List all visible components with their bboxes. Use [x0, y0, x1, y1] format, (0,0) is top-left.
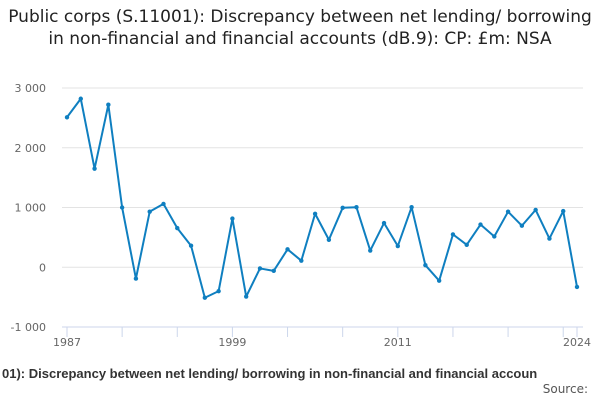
data-point — [423, 262, 428, 268]
data-point — [409, 205, 414, 210]
x-tick-label: 1999 — [218, 336, 246, 349]
data-point — [492, 234, 497, 239]
data-point — [574, 284, 580, 290]
x-tick-label: 2011 — [384, 336, 412, 349]
data-point — [271, 268, 276, 274]
data-point — [285, 247, 290, 252]
data-point — [92, 166, 97, 171]
data-point — [106, 102, 111, 107]
y-tick-label: 3 000 — [15, 82, 47, 95]
data-point — [450, 232, 456, 237]
data-point — [354, 205, 359, 210]
data-point — [243, 294, 249, 299]
gridlines — [62, 87, 583, 268]
data-point — [533, 207, 538, 213]
data-point — [340, 205, 345, 210]
footer-caption: 01): Discrepancy between net lending/ bo… — [2, 366, 538, 381]
series — [64, 96, 580, 300]
data-point — [257, 266, 263, 271]
data-point — [368, 248, 373, 253]
data-point — [464, 242, 469, 248]
y-axis: -1 000 0 1 000 2 000 3 000 — [11, 82, 46, 334]
x-tick-label: 1987 — [53, 336, 81, 349]
y-tick-label: -1 000 — [11, 321, 46, 334]
data-point — [519, 223, 525, 228]
chart-title: Public corps (S.11001): Discrepancy betw… — [8, 7, 592, 49]
data-point — [175, 225, 180, 231]
data-point — [119, 205, 125, 210]
data-point — [202, 295, 208, 300]
data-point — [133, 276, 139, 281]
series-line — [66, 97, 578, 299]
data-point — [395, 243, 401, 249]
data-point — [216, 288, 221, 294]
data-point — [230, 216, 235, 221]
data-point — [561, 208, 566, 214]
x-tick-label: 2024 — [563, 336, 591, 349]
data-point — [299, 258, 304, 263]
y-tick-label: 0 — [39, 261, 46, 274]
data-point — [78, 96, 83, 101]
x-axis: 1987 1999 2011 2024 — [53, 326, 591, 349]
data-point — [547, 236, 552, 241]
y-tick-label: 1 000 — [15, 202, 47, 215]
data-point — [161, 201, 166, 207]
data-point — [326, 237, 332, 242]
data-point — [147, 209, 152, 214]
y-tick-label: 2 000 — [15, 142, 47, 155]
data-point — [436, 278, 442, 283]
data-point — [478, 222, 483, 227]
data-point — [64, 115, 70, 120]
data-point — [188, 243, 194, 248]
data-point — [505, 209, 511, 214]
source-label: Source: — [542, 382, 588, 396]
data-point — [312, 211, 318, 216]
data-point — [381, 220, 387, 226]
